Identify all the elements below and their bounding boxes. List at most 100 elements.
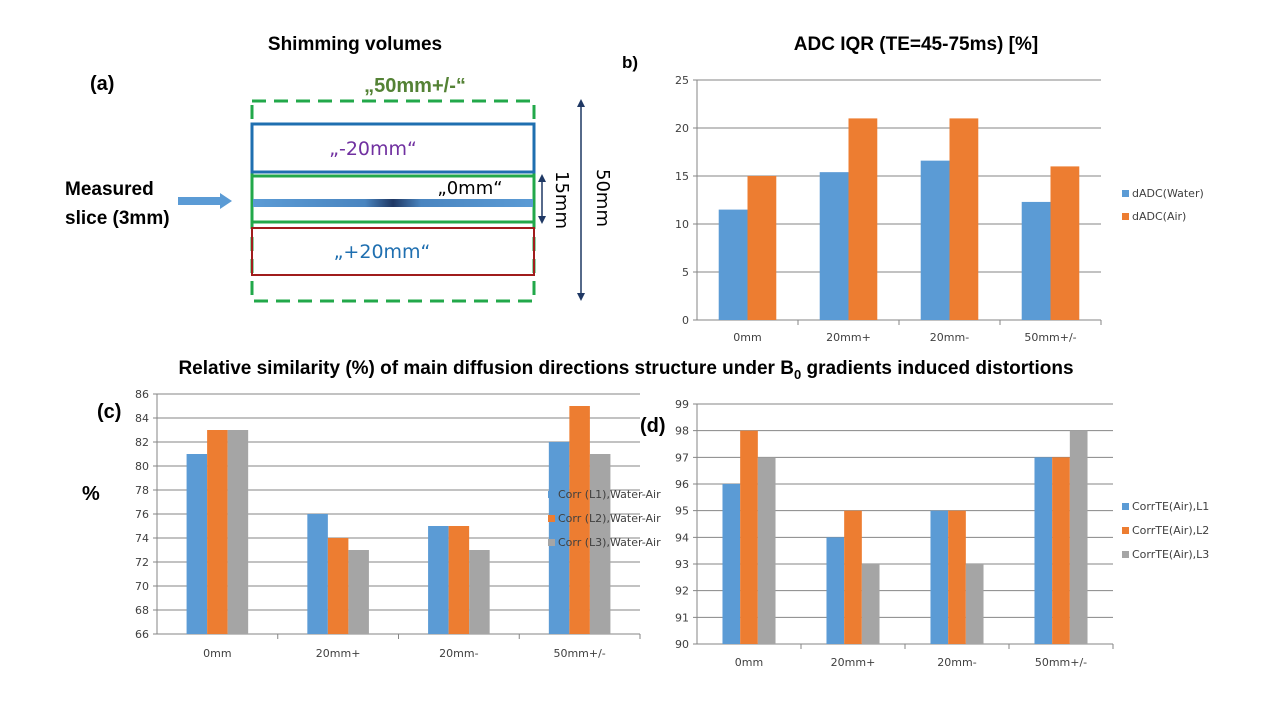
legend-label: CorrTE(Air),L2: [1132, 524, 1209, 537]
bar-1-20mm+: [819, 172, 849, 320]
x-tick-label: 20mm-: [930, 331, 969, 344]
y-tick-label: 20: [675, 122, 689, 135]
bar-2-20mm-: [949, 118, 979, 321]
legend-label: dADC(Air): [1132, 210, 1186, 223]
x-tick-label: 0mm: [733, 331, 761, 344]
legend-label: dADC(Water): [1132, 187, 1204, 200]
legend-swatch: [1122, 527, 1129, 534]
y-tick-label: 76: [135, 508, 149, 521]
y-tick-label: 78: [135, 484, 149, 497]
bar-3-20mm-: [469, 550, 490, 634]
measured-slice-label-1: Measured: [65, 179, 154, 200]
dimension-15mm-label: 15mm: [551, 171, 572, 229]
legend-swatch: [548, 515, 555, 522]
y-tick-label: 80: [135, 460, 149, 473]
bar-3-20mm+: [861, 564, 880, 644]
bar-1-20mm+: [307, 514, 328, 634]
chart-d-panel-label: (d): [640, 415, 666, 437]
volume-minus20-box: [250, 122, 536, 174]
y-tick-label: 91: [675, 611, 689, 624]
legend-swatch: [1122, 190, 1129, 197]
legend-swatch: [1122, 503, 1129, 510]
y-tick-label: 66: [135, 628, 149, 641]
y-tick-label: 10: [675, 218, 689, 231]
bar-2-50mm+/-: [569, 406, 590, 634]
legend-label: Corr (L1),Water-Air: [558, 488, 661, 501]
bar-3-0mm: [227, 430, 249, 634]
dimension-50mm-label: 50mm: [592, 169, 613, 227]
y-tick-label: 74: [135, 532, 149, 545]
bar-1-0mm: [186, 454, 208, 634]
bar-1-0mm: [722, 484, 741, 644]
bar-2-50mm+/-: [1050, 166, 1080, 320]
x-tick-label: 50mm+/-: [1035, 656, 1087, 669]
y-tick-label: 68: [135, 604, 149, 617]
bar-1-0mm: [718, 209, 748, 320]
y-tick-label: 94: [675, 531, 689, 544]
bar-2-20mm+: [327, 538, 349, 634]
bar-1-20mm-: [428, 526, 449, 634]
bar-1-50mm+/-: [1034, 457, 1053, 644]
legend-label: Corr (L2),Water-Air: [558, 512, 661, 525]
legend-swatch: [1122, 213, 1129, 220]
bar-2-50mm+/-: [1052, 457, 1070, 644]
legend-swatch: [1122, 551, 1129, 558]
bar-2-20mm-: [948, 510, 966, 644]
bar-1-50mm+/-: [548, 442, 570, 634]
y-tick-label: 0: [682, 314, 689, 327]
legend-label: CorrTE(Air),L3: [1132, 548, 1209, 561]
y-tick-label: 86: [135, 388, 149, 401]
y-tick-label: 72: [135, 556, 149, 569]
bar-3-20mm+: [348, 550, 369, 634]
right-arrow-icon: [178, 193, 232, 209]
chart-b-panel-label: b): [622, 53, 638, 72]
bar-2-20mm-: [448, 526, 470, 634]
legend-label: CorrTE(Air),L1: [1132, 500, 1209, 513]
dimension-15mm: 15mm: [538, 171, 572, 229]
bar-2-20mm+: [848, 118, 878, 321]
x-tick-label: 20mm+: [316, 647, 361, 660]
bar-1-20mm-: [920, 160, 950, 320]
y-tick-label: 84: [135, 412, 149, 425]
y-tick-label: 82: [135, 436, 149, 449]
bar-1-50mm+/-: [1021, 201, 1051, 320]
bar-1-20mm+: [826, 537, 845, 644]
measured-slice-label-2: slice (3mm): [65, 208, 170, 229]
x-tick-label: 20mm-: [439, 647, 478, 660]
y-tick-label: 97: [675, 451, 689, 464]
volume-0mm-label: „0mm“: [437, 178, 502, 199]
x-tick-label: 20mm-: [937, 656, 976, 669]
x-tick-label: 0mm: [735, 656, 763, 669]
bar-3-50mm+/-: [1069, 430, 1088, 644]
volume-0mm-box: [250, 174, 536, 224]
bar-2-20mm+: [844, 510, 862, 644]
chart-c-panel-label: (c): [97, 401, 121, 423]
chart-c: 66 68 70 72 74 76 78 80 82 84 86 0mm 20mm+ 20mm- 50mm+…: [135, 388, 661, 660]
chart-b: 0 5 10 15 20 25 0mm 20mm+ 20mm- 50mm+/- dADC(Water…: [675, 74, 1204, 344]
shimming-diagram: Shimming volumes (a) „50mm+/-“ „-20mm“ „…: [65, 34, 613, 303]
y-tick-label: 5: [682, 266, 689, 279]
chart-d: 90 91 92 93 94 95 96 97 98 99 0mm 20mm+ 20mm- 50mm+/-…: [675, 398, 1209, 669]
bar-2-0mm: [740, 430, 758, 644]
volume-minus20-label: „-20mm“: [329, 138, 417, 160]
y-tick-label: 93: [675, 558, 689, 571]
chart-b-title: ADC IQR (TE=45-75ms) [%]: [794, 34, 1038, 55]
x-tick-label: 20mm+: [831, 656, 876, 669]
y-tick-label: 70: [135, 580, 149, 593]
y-tick-label: 25: [675, 74, 689, 87]
legend-swatch: [548, 491, 555, 498]
panel-a-label: (a): [90, 73, 114, 95]
dimension-50mm: 50mm: [577, 99, 613, 301]
y-tick-label: 95: [675, 505, 689, 518]
y-tick-label: 98: [675, 425, 689, 438]
y-tick-label: 15: [675, 170, 689, 183]
y-tick-label: 99: [675, 398, 689, 411]
x-tick-label: 50mm+/-: [1024, 331, 1076, 344]
volume-plus20-box: [251, 227, 535, 276]
x-tick-label: 0mm: [203, 647, 231, 660]
y-tick-label: 90: [675, 638, 689, 651]
bar-3-20mm-: [965, 564, 984, 644]
bar-2-0mm: [207, 430, 228, 634]
legend-label: Corr (L3),Water-Air: [558, 536, 661, 549]
